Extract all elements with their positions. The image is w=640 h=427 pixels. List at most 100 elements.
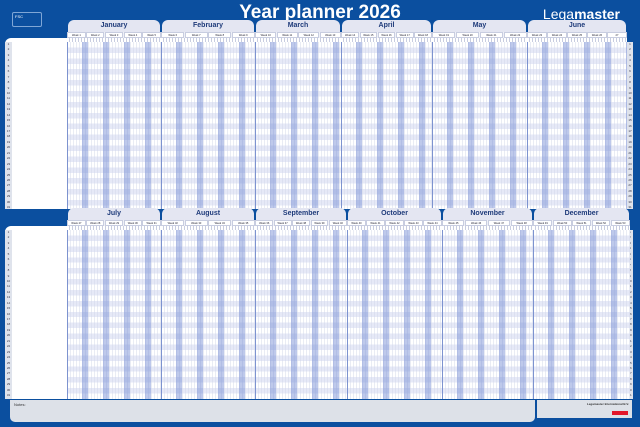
week-row: Week 6 Week 7 Week 8 Week 9: [161, 32, 255, 38]
week-label: Week 34: [208, 220, 232, 226]
week-label: Week 2: [86, 32, 105, 38]
day-number: 9: [629, 85, 631, 90]
day-header: [67, 38, 161, 42]
day-number: 27: [628, 183, 632, 188]
day-number: 24: [628, 355, 632, 360]
day-number: 22: [628, 344, 632, 349]
day-grid[interactable]: [527, 42, 627, 209]
week-label: Week 24: [547, 32, 567, 38]
day-number: 23: [6, 349, 11, 354]
week-label: Week 4: [123, 32, 142, 38]
day-grid[interactable]: [347, 230, 442, 399]
day-number: 14: [6, 112, 11, 117]
day-grid[interactable]: [533, 230, 630, 399]
day-number: 25: [6, 360, 11, 365]
day-number: 26: [628, 177, 632, 182]
day-number: 13: [628, 295, 632, 300]
week-label: Week 52: [591, 220, 611, 226]
week-label: Week 18: [414, 32, 432, 38]
week-row: Week 10 Week 11 Week 12 Week 13: [255, 32, 341, 38]
week-label: Week 36: [255, 220, 274, 226]
week-label: Week 15: [359, 32, 378, 38]
day-number: 13: [628, 107, 632, 112]
month-title: October: [348, 208, 441, 220]
month-april: April Week 14 Week 15 Week 16 Week 17 Week 18: [341, 20, 432, 209]
day-grid[interactable]: [442, 230, 533, 399]
week-label: Week 10: [255, 32, 277, 38]
day-grid[interactable]: [67, 42, 161, 209]
day-header: [527, 38, 627, 42]
week-label: Week 3: [104, 32, 124, 38]
notes-label: Notes:: [14, 402, 26, 407]
day-number: 31: [6, 393, 11, 398]
day-number: 6: [7, 69, 10, 74]
day-number: 25: [628, 172, 632, 177]
day-number: 23: [628, 349, 632, 354]
day-number: 18: [6, 322, 11, 327]
week-label: Week 1: [67, 32, 86, 38]
day-header: [533, 226, 630, 230]
day-number: 1: [7, 230, 10, 234]
label-column[interactable]: [5, 226, 67, 399]
day-number: 25: [628, 360, 632, 365]
day-number: 29: [6, 194, 11, 199]
day-number: 21: [628, 150, 632, 155]
day-grid[interactable]: [341, 42, 432, 209]
day-number: 7: [7, 74, 10, 79]
planner-half: 1 2 3 4 5 6 7 8 9 10 11 12 13 14 15 16 17 18 19 20 21 22 23 24 2…: [5, 208, 633, 399]
month-title: November: [443, 208, 532, 220]
day-grid[interactable]: [161, 230, 255, 399]
day-grid[interactable]: [67, 230, 161, 399]
week-label: Week 40: [347, 220, 366, 226]
month-august: August Week 32 Week 33 Week 34 Week 35: [161, 208, 255, 399]
week-label: Week 11: [276, 32, 298, 38]
day-number: 26: [6, 177, 11, 182]
notes-area[interactable]: Notes:: [10, 400, 535, 422]
day-number: 26: [628, 365, 632, 370]
week-label: Week 47: [487, 220, 510, 226]
day-number: 31: [6, 205, 11, 210]
day-number: 31: [628, 393, 632, 398]
day-number: 3: [7, 52, 10, 57]
day-grid[interactable]: [161, 42, 255, 209]
week-label: Week 6: [161, 32, 185, 38]
day-number: 1: [629, 42, 631, 46]
day-grid[interactable]: [255, 42, 341, 209]
week-row: Week 1 Week 2 Week 3 Week 4 Week 5: [67, 32, 161, 38]
week-label: Week 16: [377, 32, 396, 38]
week-row: Week 23 Week 24 Week 25 Week 26 27: [527, 32, 627, 38]
day-number: 11: [628, 284, 632, 289]
week-label: Week 53: [610, 220, 630, 226]
day-grid[interactable]: [432, 42, 527, 209]
day-number: 10: [6, 90, 11, 95]
day-number: 10: [628, 278, 632, 283]
day-number: 19: [628, 139, 632, 144]
day-header: [255, 226, 347, 230]
week-label: Week 51: [572, 220, 591, 226]
day-number: 14: [628, 112, 632, 117]
day-number: 10: [628, 90, 632, 95]
week-label: Week 29: [104, 220, 124, 226]
day-number: 2: [7, 47, 10, 52]
day-number: 16: [628, 123, 632, 128]
month-title: June: [528, 20, 626, 32]
week-label: Week 42: [385, 220, 404, 226]
week-row: Week 14 Week 15 Week 16 Week 17 Week 18: [341, 32, 432, 38]
week-label: Week 31: [142, 220, 161, 226]
label-column[interactable]: [5, 38, 67, 209]
day-number: 5: [629, 63, 631, 68]
day-grid[interactable]: [255, 230, 347, 399]
week-label: Week 38: [292, 220, 310, 226]
day-number: 27: [628, 371, 632, 376]
week-label: Week 23: [527, 32, 547, 38]
week-label: Week 9: [231, 32, 255, 38]
day-number: 26: [6, 365, 11, 370]
day-number: 20: [6, 333, 11, 338]
day-header: [442, 226, 533, 230]
month-title: February: [162, 20, 254, 32]
day-number: 19: [6, 327, 11, 332]
day-number: 8: [629, 80, 631, 85]
fsc-logo: FSC: [12, 12, 42, 27]
